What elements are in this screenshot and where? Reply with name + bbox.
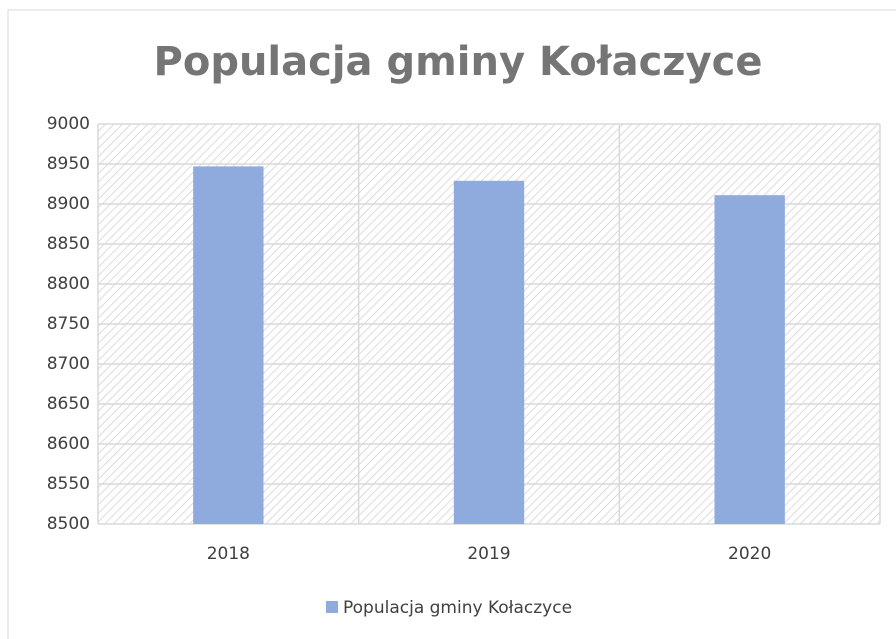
y-tick-label: 8900: [47, 194, 90, 214]
y-tick-label: 8800: [47, 274, 90, 294]
y-tick-label: 8650: [47, 394, 90, 414]
y-tick-label: 8700: [47, 354, 90, 374]
bar: [714, 195, 785, 524]
bar: [453, 180, 525, 525]
bar: [193, 166, 264, 524]
x-tick-label: 2020: [728, 544, 771, 564]
y-tick-label: 8850: [47, 234, 90, 254]
y-tick-label: 9000: [47, 114, 90, 134]
y-tick-label: 8600: [47, 434, 90, 454]
x-tick-label: 2019: [467, 544, 510, 564]
y-tick-label: 8950: [47, 154, 90, 174]
legend-swatch: [326, 601, 338, 613]
y-tick-label: 8550: [47, 474, 90, 494]
legend-label: Populacja gminy Kołaczyce: [343, 598, 572, 618]
y-tick-label: 8750: [47, 314, 90, 334]
chart-title: Populacja gminy Kołaczyce: [154, 39, 763, 85]
x-tick-label: 2018: [207, 544, 250, 564]
y-tick-label: 8500: [47, 514, 90, 534]
